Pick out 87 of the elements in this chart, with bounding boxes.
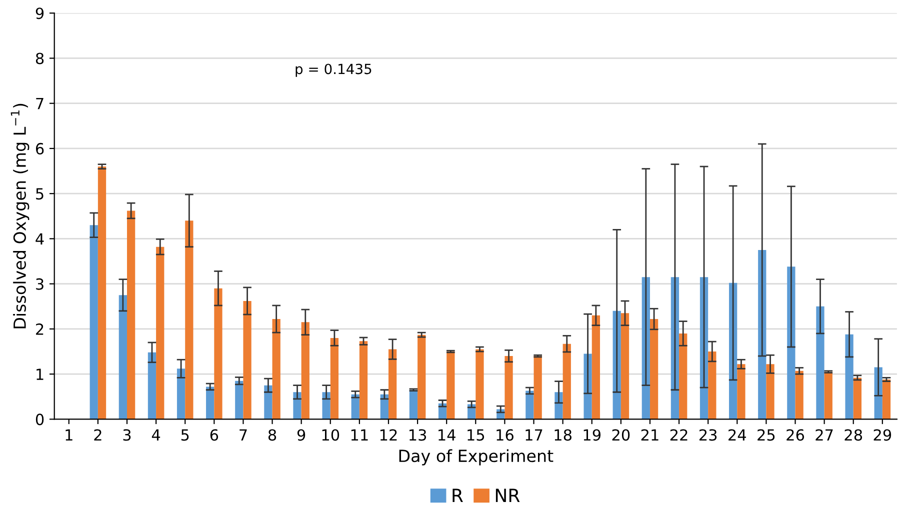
bar: [534, 356, 542, 420]
y-tick-label: 0: [36, 414, 44, 426]
legend-label: NR: [496, 488, 520, 502]
x-tick-label: 15: [468, 429, 484, 441]
bar: [235, 380, 244, 420]
bar: [185, 220, 194, 420]
x-tick-label: 27: [816, 429, 833, 441]
bar: [409, 390, 418, 420]
x-tick-label: 21: [641, 429, 658, 441]
bar: [176, 368, 186, 420]
bar: [148, 352, 156, 420]
x-tick-label: 8: [268, 429, 276, 441]
bar: [214, 288, 222, 420]
x-tick-label: 17: [526, 429, 542, 441]
bar: [359, 341, 368, 420]
y-tick-label: 4: [36, 233, 44, 245]
bar: [243, 300, 252, 420]
x-tick-label: 11: [351, 429, 368, 441]
x-tick-label: 20: [612, 429, 630, 441]
bar: [156, 246, 164, 420]
x-tick-label: 19: [584, 429, 601, 441]
bar: [766, 364, 774, 420]
x-tick-label: 26: [786, 429, 804, 441]
y-tick-label: 8: [36, 52, 44, 64]
x-tick-label: 13: [410, 429, 426, 441]
bar: [118, 295, 127, 420]
y-tick-label: 5: [36, 188, 44, 200]
x-tick-label: 6: [210, 429, 218, 441]
bar: [824, 372, 832, 420]
bar: [679, 333, 688, 420]
bar: [787, 266, 796, 420]
bar: [330, 338, 339, 420]
bar: [708, 352, 716, 420]
bar: [816, 306, 824, 420]
bar: [126, 210, 136, 420]
bar: [853, 378, 862, 420]
bar: [592, 315, 600, 420]
y-tick-label: 7: [36, 98, 44, 110]
x-tick-label: 28: [844, 429, 862, 441]
bar: [418, 334, 426, 420]
bar: [476, 349, 484, 420]
x-tick-label: 10: [322, 429, 340, 441]
x-tick-label: 12: [380, 429, 397, 441]
bar: [620, 313, 630, 420]
x-tick-label: 16: [496, 429, 514, 441]
x-tick-label: 29: [874, 429, 892, 441]
x-tick-label: 24: [728, 429, 746, 441]
bar: [882, 379, 891, 420]
bar: [737, 364, 746, 420]
bar: [322, 392, 330, 420]
x-tick-label: 25: [758, 429, 775, 441]
y-axis-title: Dissolved Oxygen (mg L$^{−1}$): [10, 104, 30, 328]
x-tick-label: 22: [670, 429, 688, 441]
x-tick-label: 18: [554, 429, 572, 441]
x-tick-label: 9: [297, 429, 306, 441]
legend-label: R: [452, 488, 463, 502]
bar: [670, 277, 680, 420]
bar: [272, 319, 280, 420]
y-tick-label: 9: [36, 8, 44, 20]
x-tick-label: 1: [66, 429, 72, 441]
y-tick-label: 1: [36, 368, 44, 380]
bar: [90, 225, 98, 420]
x-tick-label: 23: [699, 429, 717, 441]
bar: [526, 390, 534, 420]
bar: [264, 385, 272, 420]
x-tick-label: 4: [152, 429, 160, 441]
annotation: p = 0.1435: [296, 64, 372, 77]
y-tick-label: 2: [36, 323, 44, 335]
bar: [446, 352, 455, 420]
x-tick-label: 3: [123, 429, 131, 441]
y-tick-label: 6: [36, 142, 44, 154]
bar: [293, 392, 302, 420]
bar: [845, 334, 854, 420]
bar: [650, 319, 658, 420]
x-tick-label: 7: [240, 429, 247, 441]
x-tick-label: 5: [181, 429, 189, 441]
y-tick-label: 3: [36, 278, 44, 290]
x-axis-title: Day of Experiment: [399, 449, 554, 466]
bar: [388, 349, 397, 420]
bar: [795, 370, 804, 420]
bar: [98, 166, 106, 420]
x-tick-label: 2: [94, 429, 102, 441]
bar: [301, 322, 310, 420]
bar: [504, 356, 513, 420]
bar: [562, 344, 571, 420]
x-tick-label: 14: [438, 429, 456, 441]
bar: [206, 386, 214, 420]
